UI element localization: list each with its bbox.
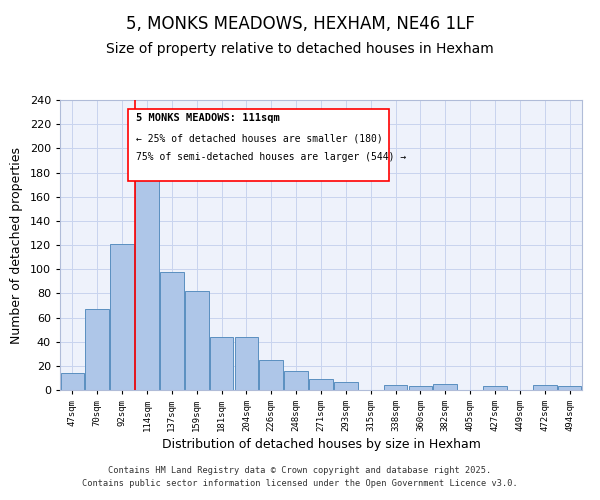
Y-axis label: Number of detached properties: Number of detached properties xyxy=(10,146,23,344)
FancyBboxPatch shape xyxy=(128,108,389,181)
Bar xyxy=(110,244,134,390)
Bar xyxy=(483,386,507,390)
Bar xyxy=(210,337,233,390)
Bar xyxy=(85,309,109,390)
Bar xyxy=(334,382,358,390)
Bar xyxy=(284,370,308,390)
Bar xyxy=(384,385,407,390)
Text: 5 MONKS MEADOWS: 111sqm: 5 MONKS MEADOWS: 111sqm xyxy=(136,113,280,123)
Text: ← 25% of detached houses are smaller (180): ← 25% of detached houses are smaller (18… xyxy=(136,134,382,143)
Bar xyxy=(235,337,258,390)
Bar xyxy=(409,386,432,390)
Bar xyxy=(558,386,581,390)
Bar xyxy=(61,373,84,390)
Text: Contains HM Land Registry data © Crown copyright and database right 2025.
Contai: Contains HM Land Registry data © Crown c… xyxy=(82,466,518,487)
Bar xyxy=(185,291,209,390)
Bar xyxy=(135,154,159,390)
Text: Size of property relative to detached houses in Hexham: Size of property relative to detached ho… xyxy=(106,42,494,56)
Bar xyxy=(533,385,557,390)
Bar xyxy=(433,384,457,390)
Bar xyxy=(160,272,184,390)
Bar xyxy=(309,379,333,390)
Text: 75% of semi-detached houses are larger (544) →: 75% of semi-detached houses are larger (… xyxy=(136,152,406,162)
Text: 5, MONKS MEADOWS, HEXHAM, NE46 1LF: 5, MONKS MEADOWS, HEXHAM, NE46 1LF xyxy=(125,15,475,33)
Bar xyxy=(259,360,283,390)
X-axis label: Distribution of detached houses by size in Hexham: Distribution of detached houses by size … xyxy=(161,438,481,451)
